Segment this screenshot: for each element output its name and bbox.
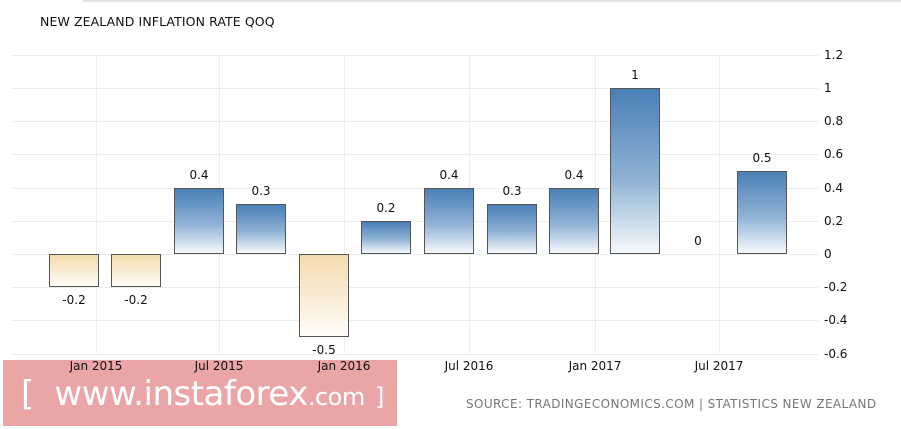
bar [174,188,224,254]
bar-value-label: -0.2 [62,293,86,307]
gridline-horizontal [12,254,818,255]
watermark-bracket-open: [ [21,374,34,414]
x-axis-tick-label: Jan 2015 [69,359,123,373]
bar-value-label: 0.2 [376,201,396,215]
bar-value-label: -0.5 [312,343,336,357]
y-axis-tick-label: 0.4 [824,181,844,195]
gridline-horizontal [12,121,818,122]
gridline-horizontal [12,154,818,155]
bar-value-label: 0.3 [251,184,271,198]
bar-value-label: 0 [694,234,702,248]
watermark-bracket-close: ] [375,383,384,411]
bar-value-label: 0.5 [752,151,772,165]
bar [424,188,474,254]
gridline-vertical [96,55,97,353]
bar [49,254,99,287]
bar-value-label: 0.4 [564,168,584,182]
bar [737,171,787,254]
gridline-horizontal [12,221,818,222]
y-axis-tick-label: 0.8 [824,114,844,128]
bar [361,221,411,254]
gridline-horizontal [12,188,818,189]
x-axis-tick-label: Jul 2016 [444,359,494,373]
gridline-horizontal [12,55,818,56]
bar [299,254,349,337]
y-axis-tick-label: -0.4 [824,313,848,327]
y-axis-tick-label: -0.6 [824,347,848,361]
gridline-horizontal [12,287,818,288]
watermark-tld: .com [307,383,365,411]
y-axis-tick-label: 0.6 [824,147,844,161]
top-rule [83,0,901,2]
bar-value-label: 0.3 [502,184,522,198]
gridline-horizontal [12,354,818,355]
gridline-vertical [344,55,345,353]
bar [610,88,660,254]
bar [111,254,161,287]
bar-value-label: 1 [631,68,639,82]
bar-value-label: -0.2 [124,293,148,307]
watermark-domain: www.instaforex [54,374,308,414]
x-axis-tick-label: Jul 2015 [194,359,244,373]
chart-title: NEW ZEALAND INFLATION RATE QOQ [40,14,275,29]
source-note: SOURCE: TRADINGECONOMICS.COM | STATISTIC… [466,397,877,411]
bar [236,204,286,254]
y-axis-tick-label: -0.2 [824,280,848,294]
bar-value-label: 0.4 [189,168,209,182]
gridline-horizontal [12,320,818,321]
instaforex-watermark: [ www.instaforex.com ] [3,360,397,426]
y-axis-tick-label: 0.2 [824,214,844,228]
y-axis-tick-label: 1.2 [824,48,844,62]
gridline-vertical [719,55,720,353]
y-axis-tick-label: 1 [824,81,832,95]
bar-value-label: 0.4 [439,168,459,182]
x-axis-tick-label: Jan 2016 [317,359,371,373]
x-axis-tick-label: Jul 2017 [694,359,744,373]
bar [487,204,537,254]
bar [549,188,599,254]
watermark-text: [ www.instaforex.com ] [21,374,384,414]
gridline-horizontal [12,88,818,89]
y-axis-tick-label: 0 [824,247,832,261]
x-axis-tick-label: Jan 2017 [568,359,622,373]
